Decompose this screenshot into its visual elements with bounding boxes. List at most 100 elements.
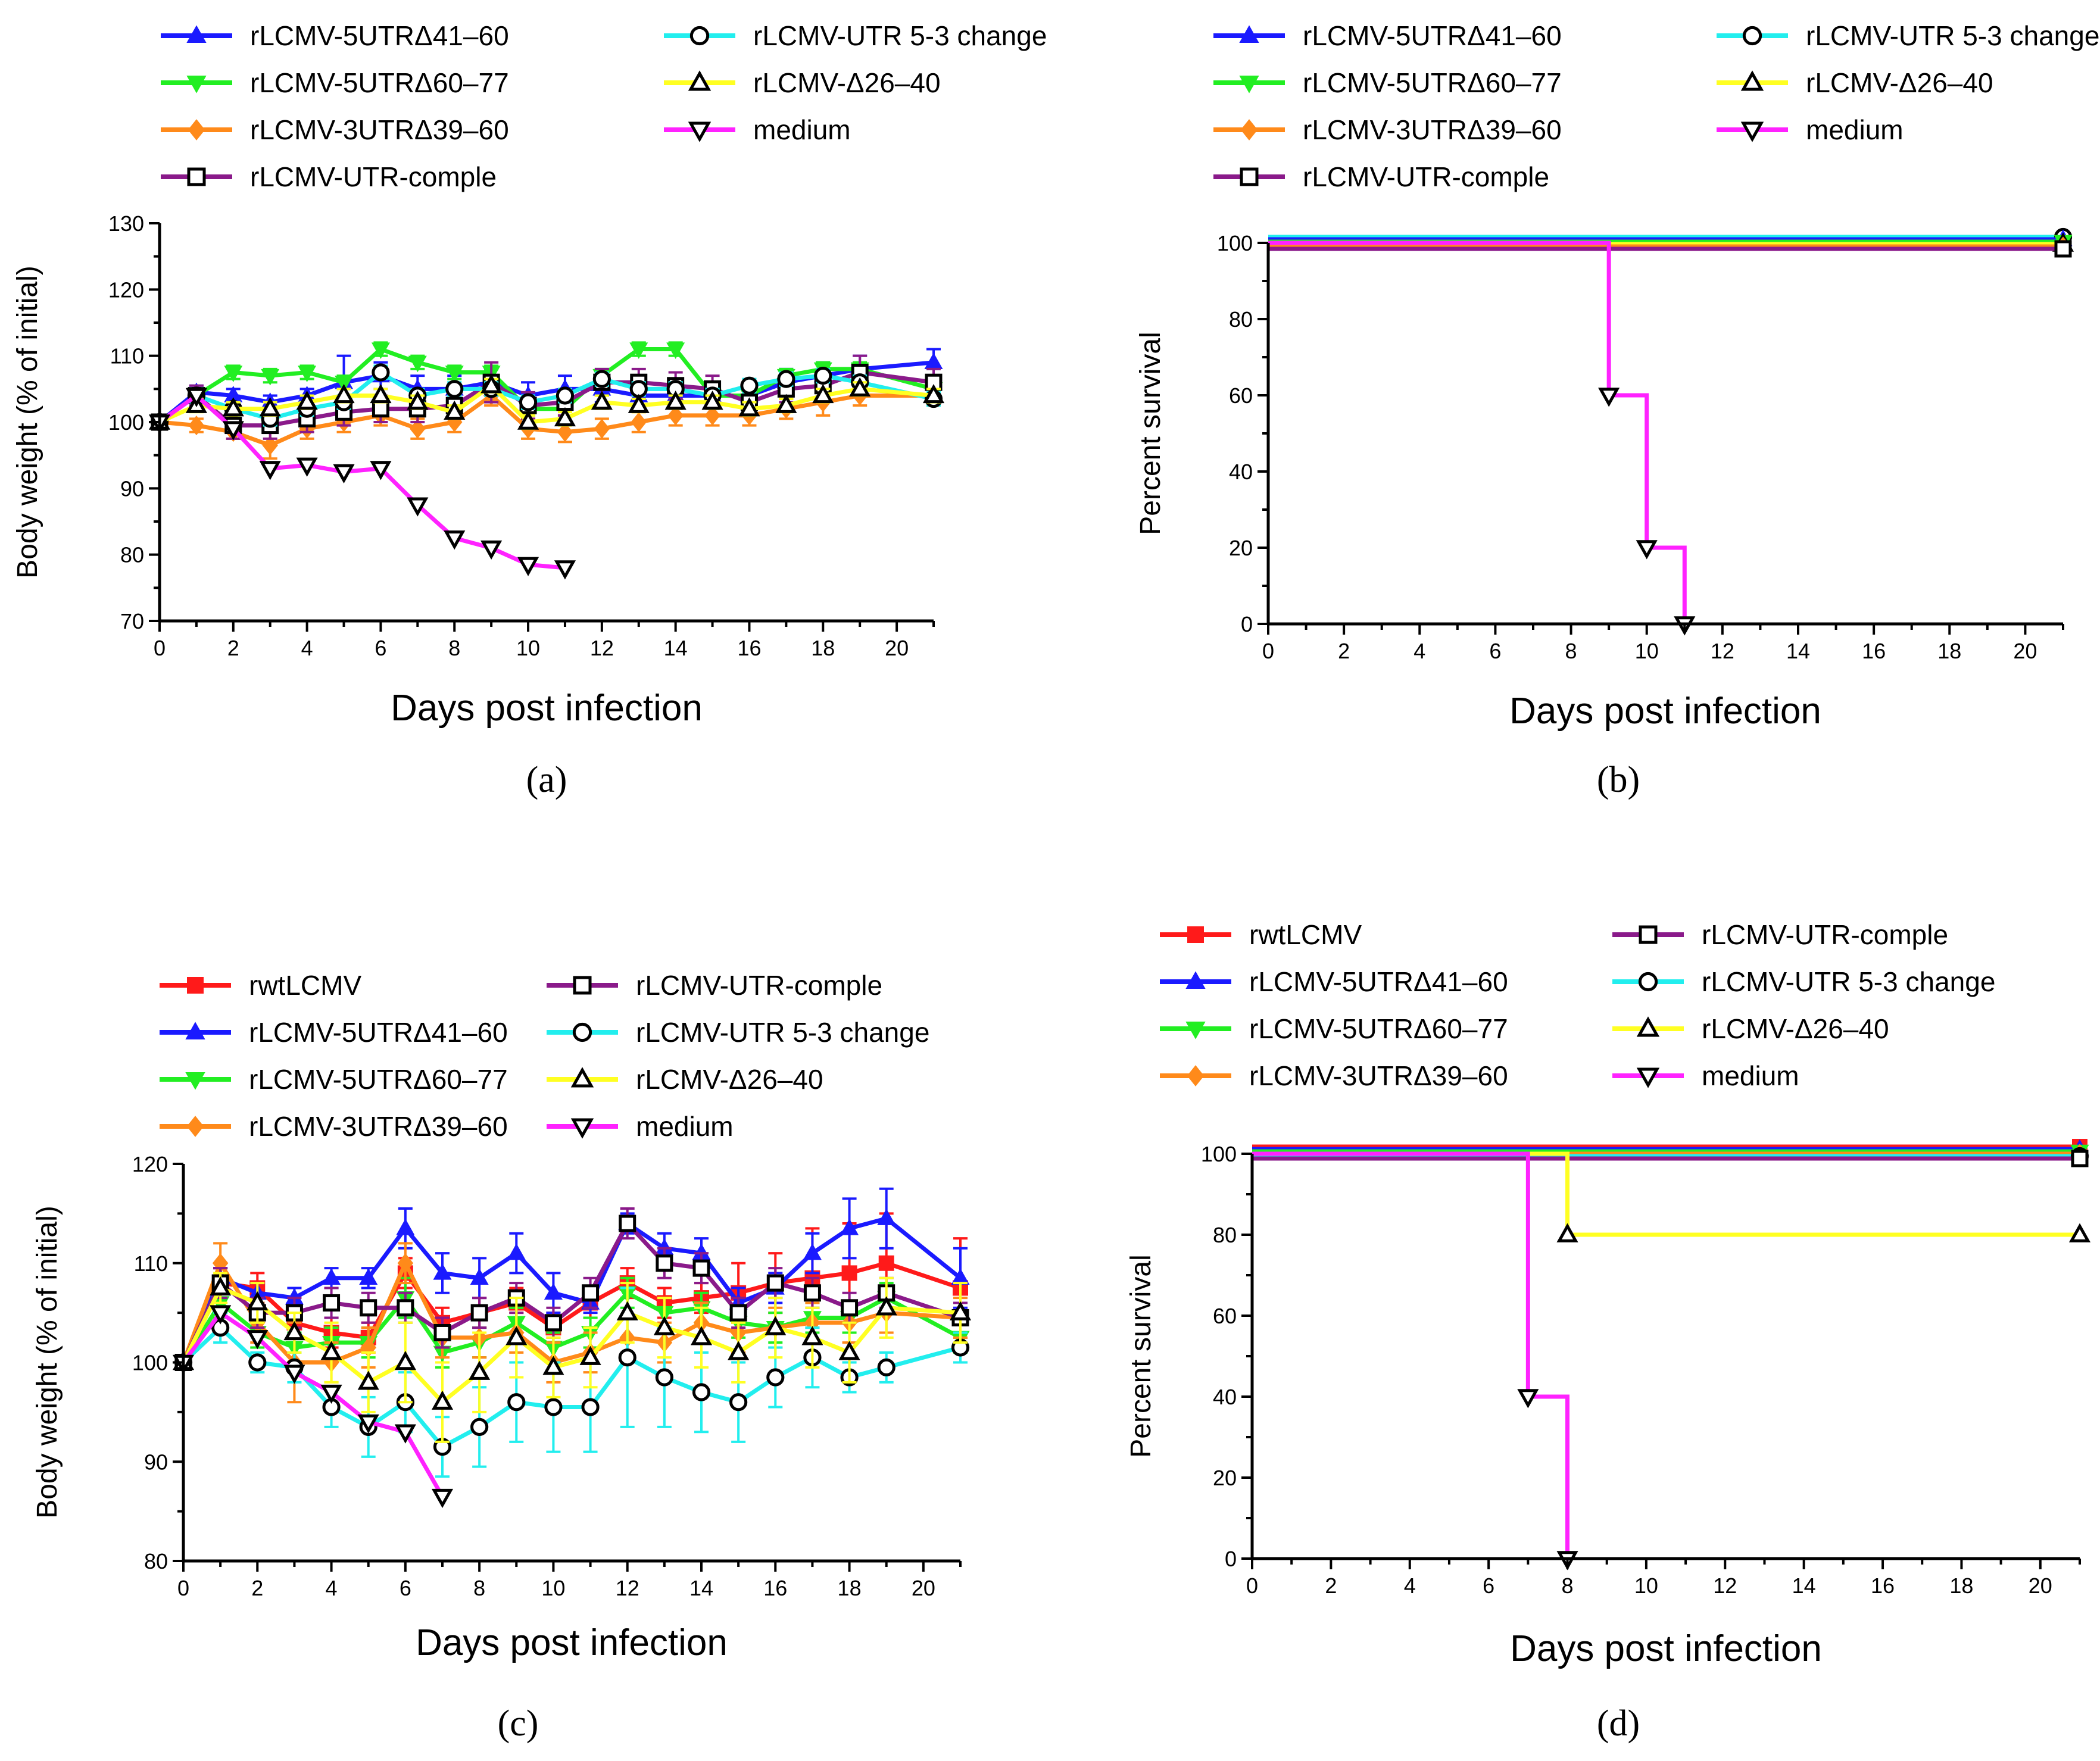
data-point bbox=[729, 1393, 748, 1412]
legend-entry-rlcmv-delta26-40: rLCMV-Δ26–40 bbox=[547, 1064, 823, 1095]
legend-label: rLCMV-3UTRΔ39–60 bbox=[1303, 114, 1562, 145]
legend-marker bbox=[688, 121, 712, 142]
survival-line bbox=[1252, 1151, 2080, 1237]
x-tick-label: 20 bbox=[912, 1576, 935, 1600]
legend: rLCMV-5UTRΔ41–60 rLCMV-5UTRΔ60–77 rLCMV-3U… bbox=[1213, 20, 2099, 192]
x-tick-label: 16 bbox=[1862, 639, 1886, 663]
x-axis-title: Days post infection bbox=[1510, 1628, 1822, 1669]
data-point bbox=[803, 1284, 821, 1302]
data-point bbox=[372, 400, 389, 418]
y-tick-label: 110 bbox=[134, 1251, 168, 1276]
data-point bbox=[544, 1314, 562, 1332]
legend-entry-rlcmv-5utrdelta60-77: rLCMV-5UTRΔ60–77 bbox=[160, 1064, 508, 1095]
legend-marker bbox=[185, 1022, 205, 1040]
y-tick-label: 90 bbox=[120, 476, 144, 501]
legend-marker bbox=[187, 977, 204, 994]
legend-label: rwtLCMV bbox=[249, 970, 361, 1001]
x-tick-label: 10 bbox=[541, 1576, 565, 1600]
data-point bbox=[877, 1358, 895, 1376]
legend-marker bbox=[1240, 119, 1258, 140]
legend-label: rLCMV-Δ26–40 bbox=[753, 67, 941, 98]
data-point bbox=[667, 405, 684, 426]
data-point bbox=[619, 1214, 636, 1232]
series-rlcmv-delta26-40 bbox=[172, 1272, 972, 1443]
data-point bbox=[629, 342, 648, 359]
legend-marker bbox=[1185, 1021, 1206, 1039]
legend: rwtLCMV rLCMV-5UTRΔ41–60 rLCMV-5UTRΔ60–77 r… bbox=[1160, 919, 1995, 1091]
data-point bbox=[433, 1263, 452, 1280]
axes: 0 2 4 6 8 10 12 14 16 18 20 70 80 90 100 110 120 130 bbox=[108, 211, 935, 660]
legend-marker bbox=[570, 1118, 594, 1139]
legend-entry-rlcmv-utr-comple: rLCMV-UTR-comple bbox=[547, 970, 882, 1001]
data-point bbox=[922, 383, 945, 404]
data-point bbox=[841, 1265, 857, 1281]
legend-label: rLCMV-UTR-comple bbox=[1303, 161, 1549, 192]
legend-marker bbox=[1742, 26, 1762, 46]
data-point bbox=[766, 1274, 784, 1292]
data-point bbox=[838, 1341, 860, 1360]
series-layer bbox=[1268, 227, 2074, 636]
data-point bbox=[765, 1316, 787, 1335]
x-tick-label: 0 bbox=[1262, 639, 1274, 663]
data-point bbox=[397, 1253, 414, 1273]
chart-panel-2: 0 2 4 6 8 10 12 14 16 18 20 80 90 100 110 120 Days post … bbox=[32, 970, 972, 1744]
x-tick-label: 8 bbox=[448, 636, 460, 660]
data-point bbox=[283, 1365, 305, 1384]
y-axis-title: Body weight (% of initial) bbox=[12, 266, 43, 579]
series-line bbox=[158, 393, 566, 570]
x-tick-label: 10 bbox=[1634, 1573, 1658, 1598]
legend-marker bbox=[573, 976, 592, 995]
chart-panel-3: 0 2 4 6 8 10 12 14 16 18 20 0 20 40 60 80 100 Days post i… bbox=[1125, 919, 2091, 1744]
data-point bbox=[878, 1255, 894, 1271]
x-tick-label: 18 bbox=[838, 1576, 862, 1600]
data-point bbox=[370, 383, 392, 404]
data-point bbox=[283, 1320, 305, 1341]
legend-marker bbox=[1187, 1065, 1205, 1086]
data-point bbox=[222, 397, 244, 417]
legend-label: rLCMV-3UTRΔ39–60 bbox=[250, 114, 509, 145]
data-point bbox=[692, 1259, 710, 1277]
legend-marker bbox=[572, 1022, 592, 1042]
data-point bbox=[507, 1393, 526, 1412]
legend-label: rLCMV-Δ26–40 bbox=[1702, 1013, 1889, 1044]
legend-label: rLCMV-5UTRΔ41–60 bbox=[1249, 966, 1508, 997]
legend-label: rLCMV-UTR-comple bbox=[250, 161, 497, 192]
axes: 0 2 4 6 8 10 12 14 16 18 20 0 20 40 60 80 100 bbox=[1217, 231, 2064, 663]
data-point bbox=[875, 1296, 897, 1316]
y-tick-label: 130 bbox=[108, 211, 144, 236]
legend-marker bbox=[188, 119, 205, 140]
x-tick-label: 8 bbox=[1562, 1573, 1574, 1598]
data-point bbox=[431, 1390, 454, 1410]
x-tick-label: 20 bbox=[2029, 1573, 2052, 1598]
legend-marker bbox=[187, 167, 206, 186]
data-point bbox=[185, 388, 207, 407]
y-tick-label: 60 bbox=[1229, 383, 1253, 408]
series-rlcmv-utr-comple bbox=[1268, 240, 2072, 258]
y-tick-label: 80 bbox=[1213, 1223, 1237, 1247]
panel-label: (c) bbox=[498, 1703, 539, 1744]
data-point bbox=[949, 1301, 972, 1320]
legend-label: rLCMV-UTR-comple bbox=[1702, 919, 1948, 950]
x-tick-label: 16 bbox=[1871, 1573, 1895, 1598]
data-point bbox=[738, 397, 760, 417]
legend-entry-rlcmv-utr-comple: rLCMV-UTR-comple bbox=[161, 161, 497, 192]
x-tick-label: 8 bbox=[1565, 639, 1577, 663]
y-tick-label: 110 bbox=[110, 344, 144, 369]
y-tick-label: 0 bbox=[1241, 612, 1253, 636]
data-point bbox=[877, 1209, 896, 1225]
data-point bbox=[554, 407, 576, 427]
legend-marker bbox=[1636, 1016, 1660, 1037]
x-tick-label: 18 bbox=[811, 636, 835, 660]
y-tick-label: 40 bbox=[1229, 460, 1253, 484]
series-rlcmv-delta26-40 bbox=[1252, 1151, 2091, 1242]
data-point bbox=[849, 377, 871, 397]
y-tick-label: 60 bbox=[1213, 1304, 1237, 1328]
series-rlcmv-utr-comple bbox=[1252, 1150, 2089, 1167]
series-layer bbox=[148, 341, 945, 580]
data-point bbox=[519, 393, 538, 411]
data-point bbox=[469, 1360, 491, 1380]
legend-label: medium bbox=[753, 114, 851, 145]
y-tick-label: 90 bbox=[144, 1450, 168, 1474]
x-tick-label: 2 bbox=[1338, 639, 1350, 663]
legend-label: rLCMV-5UTRΔ60–77 bbox=[249, 1064, 508, 1095]
